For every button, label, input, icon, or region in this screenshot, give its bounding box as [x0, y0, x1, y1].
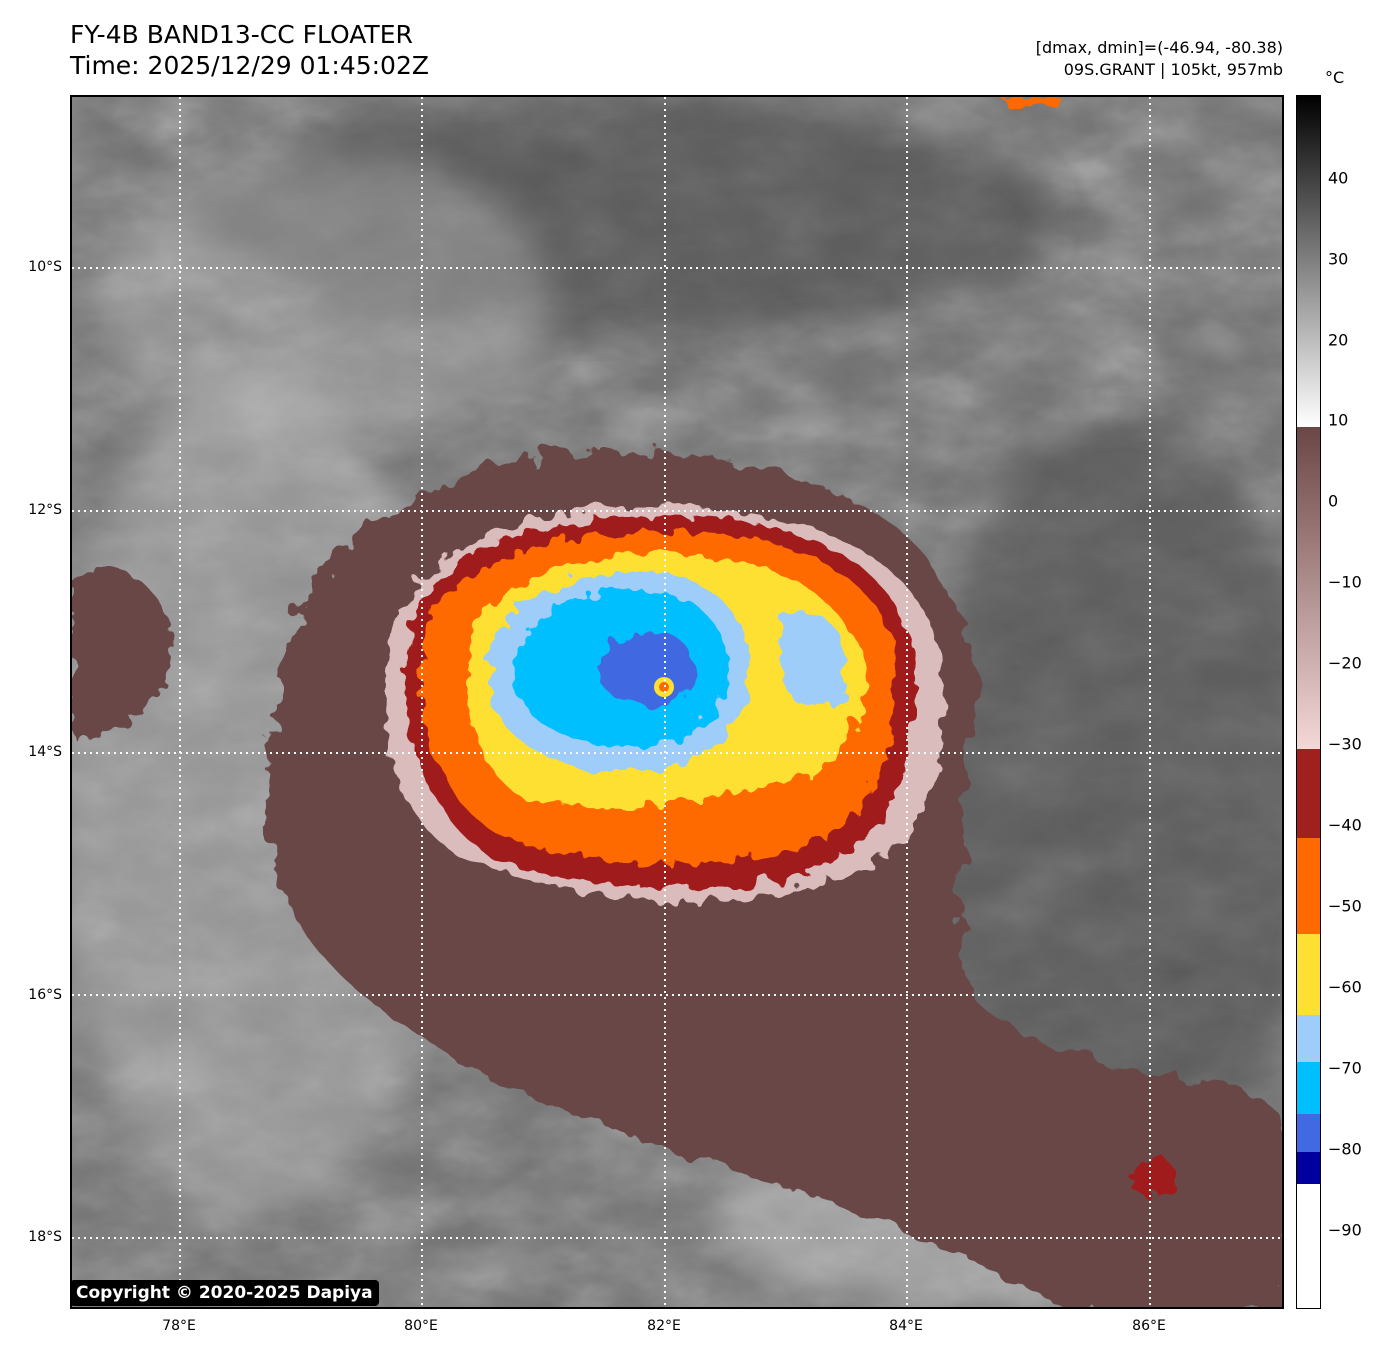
copyright-badge: Copyright © 2020-2025 Dapiya: [70, 1280, 379, 1306]
lat-label-16s: 16°S: [28, 987, 62, 1003]
lon-label-86e: 86°E: [1132, 1318, 1166, 1334]
colorbar-tick: −60: [1328, 977, 1362, 997]
gridlines: [72, 97, 1282, 1307]
colorbar-tick: 0: [1328, 491, 1339, 511]
orange-cell-north: [1002, 97, 1062, 107]
lon-label-82e: 82°E: [647, 1318, 681, 1334]
colorbar-tick: 30: [1328, 249, 1349, 269]
satellite-map: [70, 95, 1284, 1309]
colorbar-brown-segment: [1296, 427, 1321, 749]
colorbar-tick: 20: [1328, 330, 1349, 350]
lon-label-84e: 84°E: [889, 1318, 923, 1334]
timestamp: Time: 2025/12/29 01:45:02Z: [70, 51, 429, 80]
colorbar-tick: −10: [1328, 572, 1362, 592]
colorbar-orange: [1296, 838, 1321, 934]
red-cell-southeast: [1130, 1156, 1176, 1196]
colorbar: [1296, 95, 1321, 1309]
colorbar-tick: −50: [1328, 896, 1362, 916]
light-blue-patch-east: [780, 611, 848, 710]
colorbar-tick: −70: [1328, 1058, 1362, 1078]
colorbar-white: [1296, 1184, 1321, 1309]
temperature-range: [dmax, dmin]=(-46.94, -80.38): [1035, 38, 1283, 57]
colorbar-tick: 10: [1328, 410, 1349, 430]
storm-info: 09S.GRANT | 105kt, 957mb: [1063, 60, 1283, 79]
brown-fragment-west: [72, 569, 172, 737]
colorbar-tick: 40: [1328, 168, 1349, 188]
colorbar-tick: −40: [1328, 815, 1362, 835]
map-canvas: [72, 97, 1282, 1307]
colorbar-border: [1296, 95, 1321, 1309]
lat-label-10s: 10°S: [28, 259, 62, 275]
colorbar-cyan: [1296, 1062, 1321, 1114]
colorbar-tick: −80: [1328, 1139, 1362, 1159]
colorbar-tick: −30: [1328, 734, 1362, 754]
colorbar-yellow: [1296, 934, 1321, 1015]
colorbar-tick: −20: [1328, 653, 1362, 673]
lon-label-78e: 78°E: [162, 1318, 196, 1334]
colorbar-light-blue: [1296, 1015, 1321, 1062]
storm-system: [72, 97, 1282, 1307]
colorbar-tick: −90: [1328, 1220, 1362, 1240]
lon-label-80e: 80°E: [404, 1318, 438, 1334]
colorbar-dark-red: [1296, 749, 1321, 838]
cloud-band-northwest: [92, 157, 552, 437]
lat-label-14s: 14°S: [28, 744, 62, 760]
clear-area-east: [922, 417, 1282, 1177]
colorbar-gray-segment: [1296, 95, 1321, 427]
lat-label-18s: 18°S: [28, 1229, 62, 1245]
chart-title: FY-4B BAND13-CC FLOATER: [70, 20, 413, 49]
colorbar-unit: °C: [1325, 68, 1345, 87]
colorbar-royal-blue: [1296, 1114, 1321, 1152]
colorbar-navy: [1296, 1152, 1321, 1184]
lat-label-12s: 12°S: [28, 502, 62, 518]
